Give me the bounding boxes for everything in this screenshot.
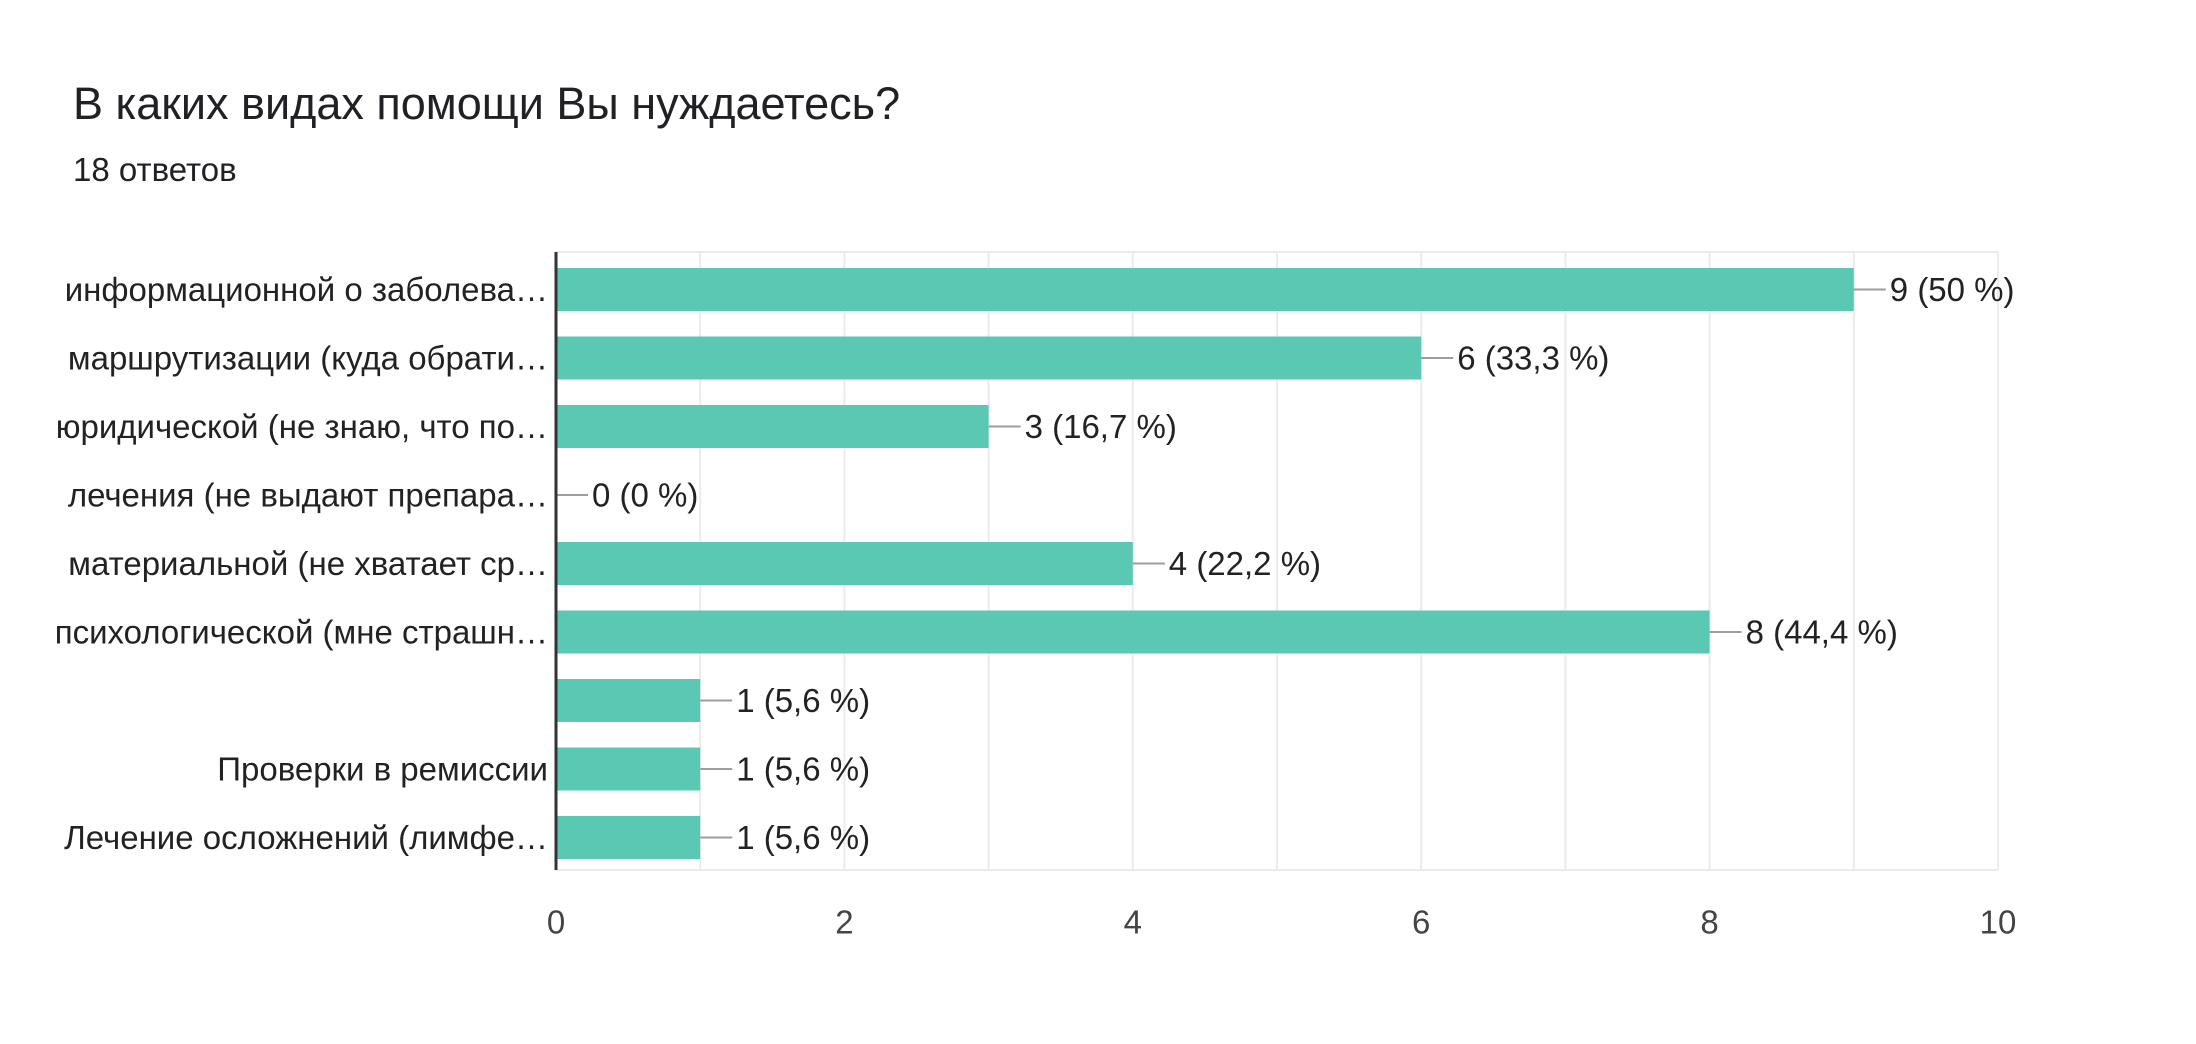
x-tick-label: 2: [835, 904, 853, 941]
data-label: 8 (44,4 %): [1746, 614, 1898, 651]
x-tick-label: 10: [1980, 904, 2017, 941]
data-label: 3 (16,7 %): [1025, 408, 1177, 445]
data-label: 1 (5,6 %): [736, 682, 870, 719]
data-label: 0 (0 %): [592, 477, 698, 514]
bar: [556, 336, 1422, 380]
data-label: 4 (22,2 %): [1169, 545, 1321, 582]
data-label: 9 (50 %): [1890, 271, 2015, 308]
data-labels: 9 (50 %) 6 (33,3 %) 3 (16,7 %) 0 (0 %) 4 (22…: [556, 271, 2015, 856]
category-label: материальной (не хватает ср…: [68, 545, 548, 582]
x-tick-label: 4: [1124, 904, 1142, 941]
category-label: маршрутизации (куда обрати…: [68, 340, 548, 377]
category-label: юридической (не знаю, что по…: [56, 408, 548, 445]
x-tick-label: 8: [1700, 904, 1718, 941]
x-axis-ticks: 0 2 4 6 8 10: [547, 252, 2017, 941]
bar: [556, 747, 701, 791]
bars: [556, 268, 1854, 859]
bar: [556, 542, 1133, 585]
chart-title: В каких видах помощи Вы нуждаетесь?: [73, 78, 901, 129]
data-label: 1 (5,6 %): [736, 751, 870, 788]
category-label: лечения (не выдают препара…: [68, 477, 548, 514]
bar: [556, 679, 701, 722]
x-tick-label: 6: [1412, 904, 1430, 941]
bar: [556, 816, 701, 859]
data-label: 1 (5,6 %): [736, 819, 870, 856]
x-tick-label: 0: [547, 904, 565, 941]
category-label: Проверки в ремиссии: [217, 751, 548, 788]
data-label: 6 (33,3 %): [1457, 340, 1609, 377]
category-label: психологической (мне страшн…: [55, 614, 548, 651]
bar: [556, 268, 1854, 311]
bar: [556, 405, 989, 448]
category-labels: информационной о заболева… маршрутизации …: [55, 271, 548, 856]
response-count: 18 ответов: [73, 151, 237, 188]
bar: [556, 610, 1710, 654]
category-label: информационной о заболева…: [65, 271, 548, 308]
category-label: Лечение осложнений (лимфе…: [64, 819, 548, 856]
